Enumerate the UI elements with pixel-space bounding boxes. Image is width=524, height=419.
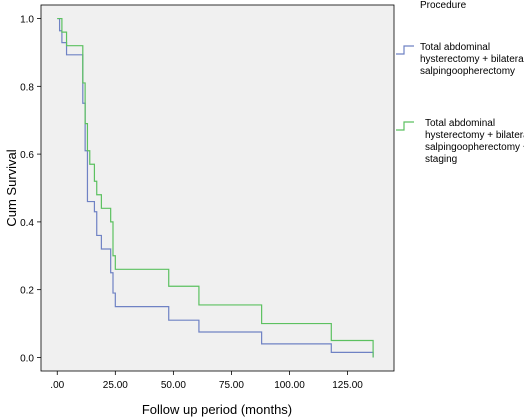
- x-axis-title: Follow up period (months): [142, 402, 292, 417]
- legend-marker-0: [396, 45, 414, 55]
- survival-series: [57, 17, 374, 358]
- y-axis-ticks: 0.0 0.2 0.4 0.6 0.8 1.0: [20, 15, 41, 364]
- plot-area: [40, 4, 395, 372]
- x-axis-ticks: .00 25.00 50.00 75.00 100.00 125.00: [50, 371, 363, 391]
- x-tick-label: .00: [50, 380, 64, 391]
- series-1-step-line: [57, 17, 374, 358]
- legend-title: Procedure: [420, 0, 467, 11]
- legend-item-tah-bso: Total abdominal hysterectomy + bilateral…: [420, 42, 524, 78]
- y-tick-label: 0.8: [20, 82, 34, 93]
- series-0-step-line: [57, 17, 374, 358]
- x-tick-label: 25.00: [103, 380, 128, 391]
- legend-line: hysterectomy + bilateral: [425, 130, 524, 141]
- legend-line: Total abdominal: [425, 118, 496, 129]
- legend-line: salpingoopherectomy +: [425, 142, 524, 153]
- y-tick-label: 0.4: [20, 218, 34, 229]
- legend-marker-1: [396, 121, 414, 131]
- legend-markers: [396, 45, 414, 131]
- y-tick-label: 1.0: [20, 15, 34, 26]
- legend-line: salpingoopherectomy: [420, 66, 516, 77]
- x-tick-label: 125.00: [332, 380, 363, 391]
- x-tick-label: 100.00: [274, 380, 305, 391]
- y-tick-label: 0.6: [20, 150, 34, 161]
- x-tick-label: 50.00: [161, 380, 186, 391]
- y-tick-label: 0.0: [20, 353, 34, 364]
- y-tick-label: 0.2: [20, 286, 34, 297]
- legend-line: Total abdominal: [420, 42, 491, 53]
- y-axis-title: Cum Survival: [4, 149, 19, 226]
- legend-item-tah-bso-staging: Total abdominal hysterectomy + bilateral…: [425, 118, 524, 166]
- legend-line: hysterectomy + bilateral: [420, 54, 524, 65]
- legend-line: staging: [425, 154, 458, 165]
- x-tick-label: 75.00: [219, 380, 244, 391]
